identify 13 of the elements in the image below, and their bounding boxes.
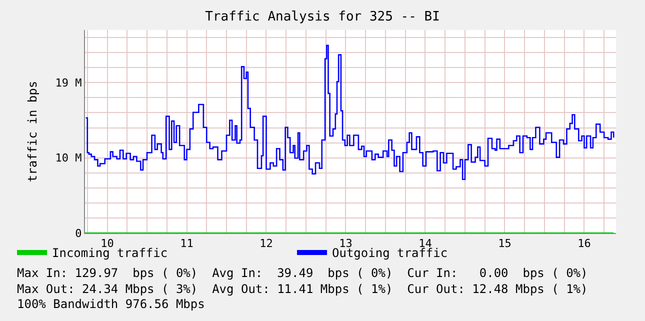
x-tick-label: 13 bbox=[339, 237, 352, 250]
y-axis-title: traffic in bps bbox=[26, 80, 40, 182]
y-tick-label: 0 bbox=[75, 226, 82, 240]
text: Max Out: 24.34 Mbps ( 3%) Avg Out: 11.41 Mbps ( 1%) Cur Out: 12.48 Mbps ( 1%) bbox=[17, 282, 588, 296]
chart-title: Traffic Analysis for 325 -- BI bbox=[205, 10, 440, 25]
x-tick-label: 16 bbox=[578, 237, 591, 250]
x-tick-label: 15 bbox=[498, 237, 512, 250]
y-tick-label: 10 M bbox=[55, 152, 82, 165]
y-tick-label: 19 M bbox=[55, 76, 82, 90]
text: Max In: 129.97 bps ( 0%) Avg In: 39.49 bps ( 0%) Cur In: 0.00 bps ( 0%) bbox=[17, 266, 588, 280]
x-tick-label: 12 bbox=[260, 237, 273, 250]
text: 100% Bandwidth 976.56 Mbps bbox=[17, 297, 205, 311]
x-tick-label: 11 bbox=[180, 237, 194, 250]
